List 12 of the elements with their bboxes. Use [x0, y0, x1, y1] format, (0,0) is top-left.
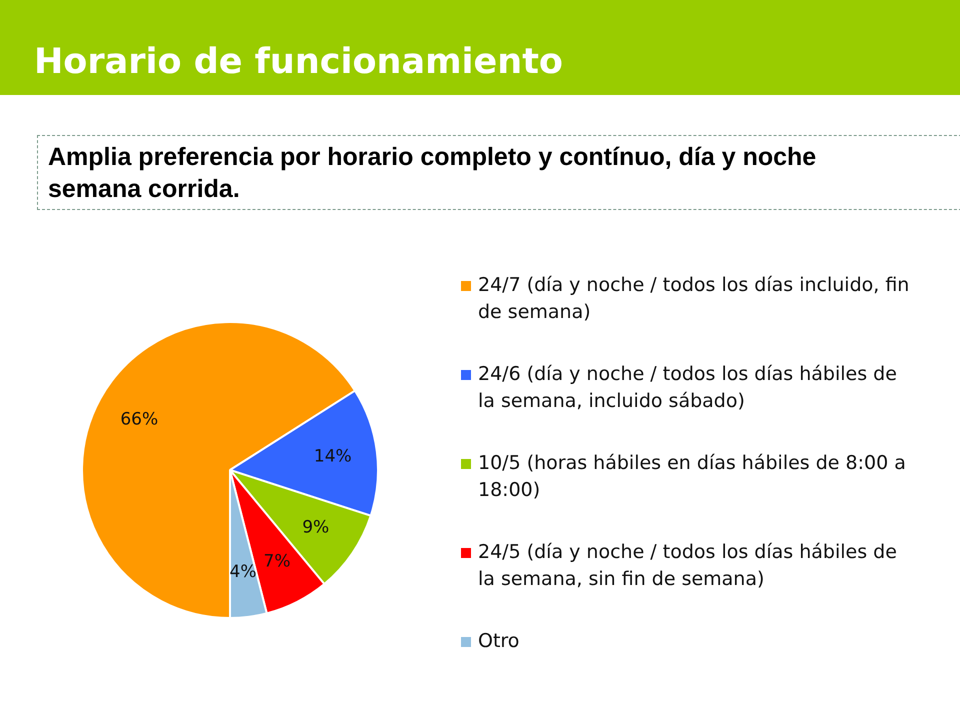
data-label: 66% — [120, 410, 158, 430]
legend-label: Otro — [478, 629, 520, 654]
data-label: 7% — [264, 552, 291, 572]
legend-label: 24/5 (día y noche / todos los días hábiles de la semana, sin fin de semana) — [478, 540, 898, 592]
data-label: 9% — [302, 518, 330, 538]
legend-label: 10/5 (horas hábiles en días hábiles de 8:00 a 18:00) — [478, 451, 907, 503]
legend-label: 24/7 (día y noche / todos los días incluido, fin de semana) — [478, 273, 910, 325]
chart-title: Horario de funcionamiento — [34, 41, 563, 84]
chart-subtitle: Amplia preferencia por horario completo y contínuo, día y noche semana corrida. — [48, 142, 818, 205]
legend-label: 24/6 (día y noche / todos los días hábiles de la semana, incluido sábado) — [478, 362, 898, 414]
data-label: 14% — [314, 446, 352, 466]
data-label: 4% — [229, 562, 256, 582]
